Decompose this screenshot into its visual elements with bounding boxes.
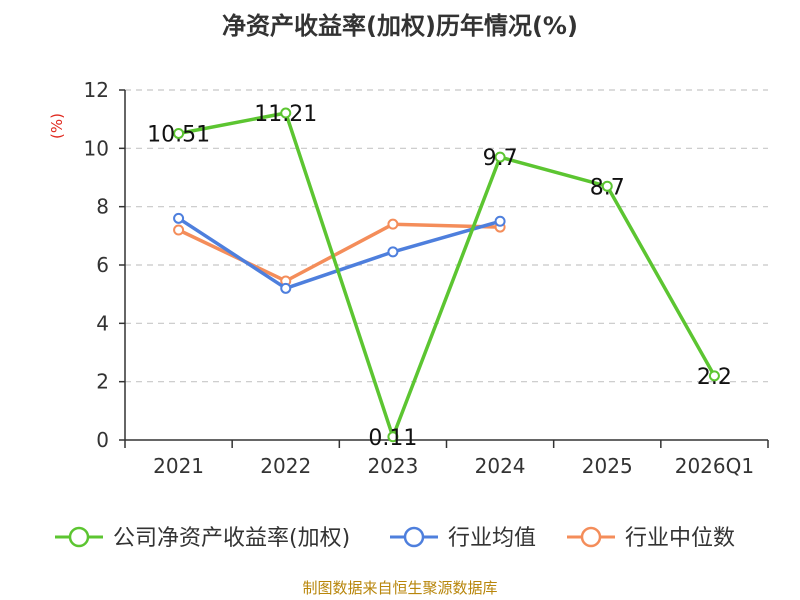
data-point-s1-2024 xyxy=(494,215,506,227)
data-point-s0-2021 xyxy=(173,127,185,139)
legend-swatch-marker xyxy=(580,526,602,548)
legend-item-2[interactable]: 行业中位数 xyxy=(567,526,735,551)
legend[interactable]: 公司净资产收益率(加权) 行业均值 行业中位数 xyxy=(55,526,735,551)
y-tick-label: 6 xyxy=(96,253,109,277)
grid-lines xyxy=(125,89,768,383)
legend-item-0[interactable]: 公司净资产收益率(加权) xyxy=(55,526,350,551)
legend-item-1[interactable]: 行业均值 xyxy=(390,526,536,551)
data-label-2023: 0.11 xyxy=(368,426,417,451)
y-axis-unit-label: (%) xyxy=(48,113,66,139)
y-tick-label: 8 xyxy=(96,195,109,219)
series-line-2 xyxy=(177,222,501,283)
axes: 0 2 4 6 8 10 12 2021 2022 2023 2024 2025 2026Q1 xyxy=(84,78,769,478)
series-layer xyxy=(173,107,720,443)
data-point-s0-2022 xyxy=(280,107,292,119)
legend-swatch-marker xyxy=(68,526,90,548)
y-tick-label: 12 xyxy=(84,78,109,102)
x-tick-label-2021: 2021 xyxy=(153,454,204,478)
data-point-s0-2026Q1 xyxy=(708,370,720,382)
y-tick-label: 2 xyxy=(96,370,109,394)
x-tick-label-2026Q1: 2026Q1 xyxy=(675,454,754,478)
data-label-2026Q1: 2.2 xyxy=(697,365,732,390)
data-point-s1-2021 xyxy=(173,212,185,224)
x-tick-label-2022: 2022 xyxy=(260,454,311,478)
data-label-2024: 9.7 xyxy=(483,146,518,171)
y-tick-label: 4 xyxy=(96,311,109,335)
data-point-s0-2024 xyxy=(494,151,506,163)
data-point-s2-2023 xyxy=(387,218,399,230)
source-note: 制图数据来自恒生聚源数据库 xyxy=(302,579,497,597)
legend-label: 公司净资产收益率(加权) xyxy=(113,526,350,551)
data-label-2025: 8.7 xyxy=(590,175,625,200)
chart-title: 净资产收益率(加权)历年情况(%) xyxy=(222,12,578,40)
data-point-s0-2025 xyxy=(601,180,613,192)
x-tick-label-2024: 2024 xyxy=(475,454,526,478)
data-label-2021: 10.51 xyxy=(147,122,210,147)
x-tick-label-2023: 2023 xyxy=(367,454,418,478)
legend-label: 行业均值 xyxy=(448,526,536,551)
data-point-s2-2021 xyxy=(173,224,185,236)
legend-label: 行业中位数 xyxy=(625,526,735,551)
series-line-0 xyxy=(178,111,716,439)
data-label-2022: 11.21 xyxy=(254,102,317,127)
y-tick-label: 0 xyxy=(96,428,109,452)
x-tick-label-2025: 2025 xyxy=(582,454,633,478)
y-tick-label: 10 xyxy=(84,136,109,160)
data-labels: 10.51 11.21 0.11 9.7 8.7 2.2 xyxy=(147,102,732,451)
data-point-s1-2022 xyxy=(280,282,292,294)
legend-swatch-marker xyxy=(403,526,425,548)
data-point-s1-2023 xyxy=(387,246,399,258)
data-point-s0-2023 xyxy=(387,431,399,443)
